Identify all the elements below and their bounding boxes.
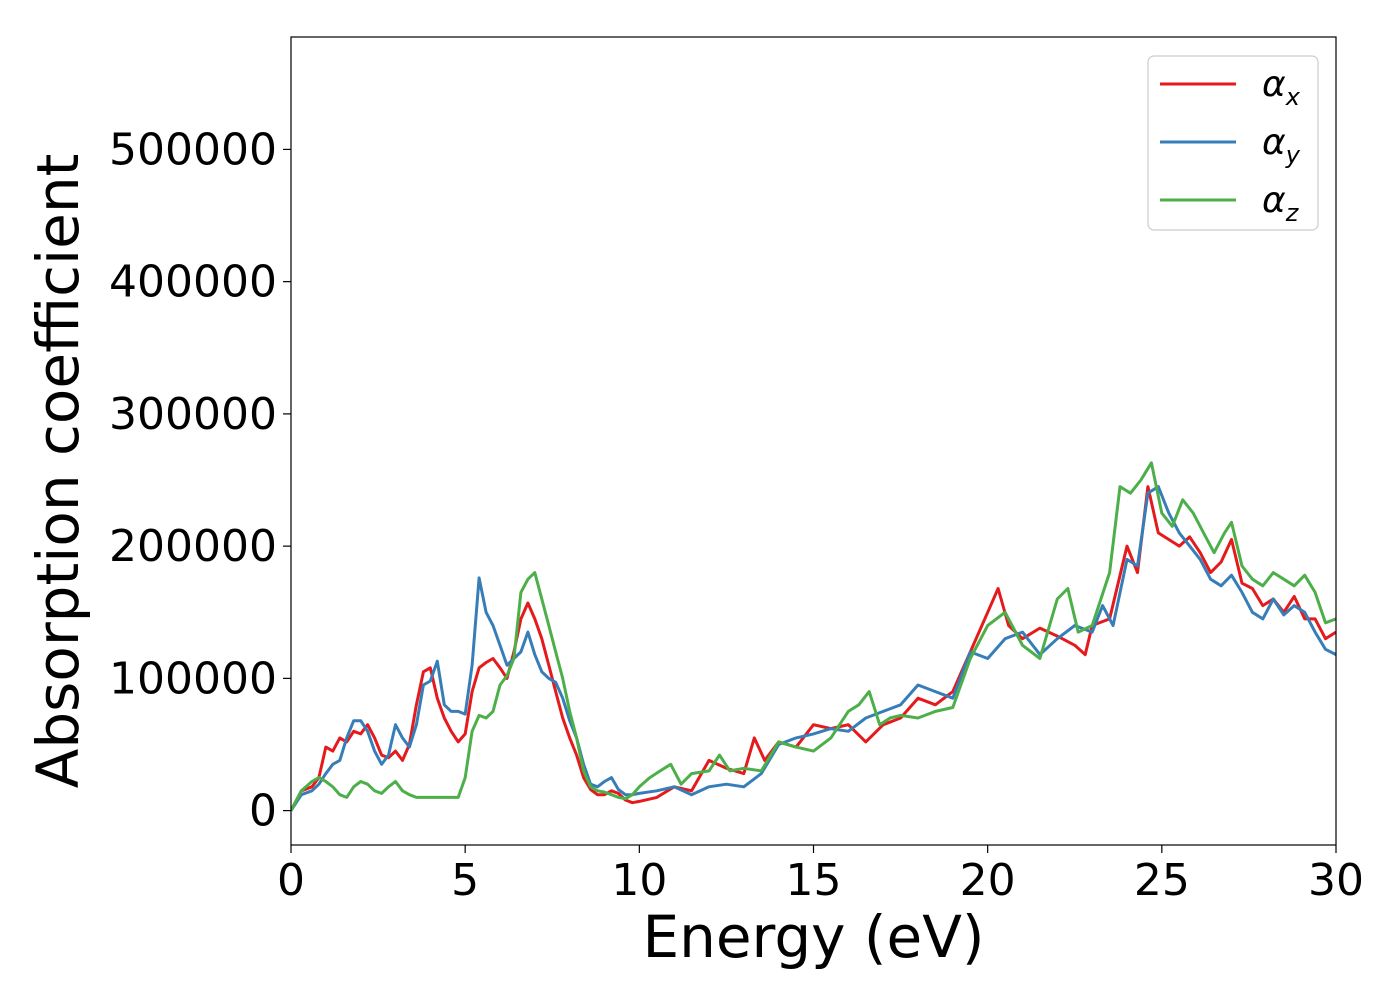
y-tick-label: 300000 [109,389,277,440]
series-line-y [291,485,1336,812]
x-tick-label: 20 [960,855,1016,906]
y-axis-title: Absorption coefficient [24,154,92,789]
series-layer [291,461,1336,812]
x-axis: 0 5 10 15 20 25 30 [277,845,1364,906]
y-axis: 0 100000 200000 300000 400000 500000 [109,124,291,837]
x-tick-label: 15 [786,855,842,906]
y-tick-label: 400000 [109,257,277,308]
x-tick-label: 25 [1134,855,1190,906]
series-line-z [291,461,1336,812]
y-tick-label: 0 [249,786,277,837]
x-tick-label: 10 [611,855,667,906]
y-tick-label: 200000 [109,521,277,572]
x-tick-label: 30 [1308,855,1364,906]
y-tick-label: 500000 [109,124,277,175]
series-line-x [291,485,1336,812]
x-tick-label: 0 [277,855,305,906]
y-tick-label: 100000 [109,653,277,704]
x-axis-title: Energy (eV) [642,903,984,971]
x-tick-label: 5 [451,855,479,906]
